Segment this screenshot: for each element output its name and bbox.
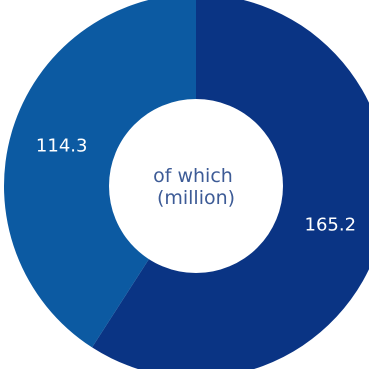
center-label: of which (million)	[153, 165, 239, 209]
center-label-line-2: (million)	[157, 187, 235, 209]
slice-label-0: 165.2	[305, 215, 357, 236]
center-label-line-1: of which	[153, 165, 233, 187]
slice-label-1: 114.3	[36, 135, 88, 156]
